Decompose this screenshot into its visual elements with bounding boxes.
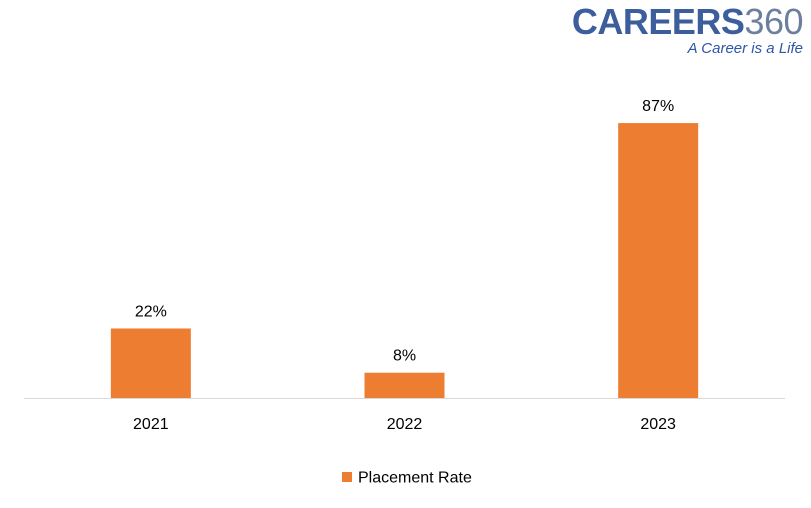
x-tick-label-2022: 2022 [387, 416, 423, 433]
data-label-2023: 87% [642, 98, 674, 115]
legend-swatch [342, 472, 352, 482]
bar-2023 [618, 123, 699, 398]
careers360-logo: CAREERS360 A Career is a Life [563, 1, 804, 62]
logo-brand-text: CAREERS [571, 1, 745, 42]
x-tick-label-2023: 2023 [640, 416, 676, 433]
logo-number-text: 360 [744, 1, 803, 42]
bar-2021 [110, 328, 191, 398]
legend-label: Placement Rate [358, 470, 472, 487]
logo-wordmark: CAREERS360 [571, 1, 804, 42]
x-tick-label-2021: 2021 [133, 416, 169, 433]
data-label-2021: 22% [135, 303, 167, 320]
data-label-2022: 8% [393, 348, 416, 365]
bar-2022 [364, 372, 445, 398]
logo-tagline: A Career is a Life [687, 40, 803, 57]
